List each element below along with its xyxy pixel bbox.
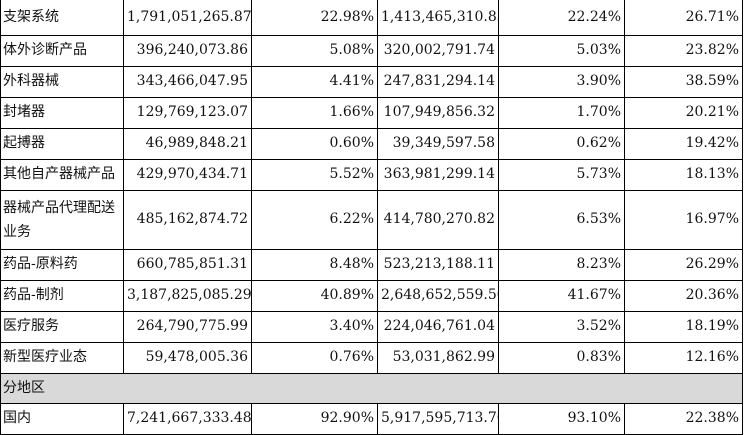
cost-cell: 320,002,791.74: [377, 34, 499, 67]
revenue-cell: 59,478,005.36: [123, 341, 252, 374]
cost-ratio-cell: 5.03%: [498, 34, 625, 67]
cost-ratio-cell: 22.24%: [498, 0, 625, 36]
product-name-cell: 新型医疗业态: [0, 341, 124, 374]
table-row: 药品-原料药 660,785,851.31 8.48% 523,213,188.…: [0, 248, 743, 281]
table-row: 国内 7,241,667,333.48 92.90% 5,917,595,713…: [0, 402, 743, 435]
table-row: 其他自产器械产品 429,970,434.71 5.52% 363,981,29…: [0, 158, 743, 191]
gross-margin-cell: 26.29%: [624, 248, 743, 281]
cost-cell: 5,917,595,713.70: [377, 402, 499, 435]
gross-margin-cell: 19.42%: [624, 127, 743, 160]
cost-cell: 224,046,761.04: [377, 310, 499, 343]
cost-ratio-cell: 8.23%: [498, 248, 625, 281]
gross-margin-cell: 16.97%: [624, 189, 743, 250]
cost-cell: 53,031,862.99: [377, 341, 499, 374]
revenue-ratio-cell: 92.90%: [251, 402, 378, 435]
product-name-cell: 起搏器: [0, 127, 124, 160]
revenue-cell: 129,769,123.07: [123, 96, 252, 129]
gross-margin-cell: 23.82%: [624, 34, 743, 67]
revenue-cell: 3,187,825,085.29: [123, 279, 252, 312]
revenue-ratio-cell: 8.48%: [251, 248, 378, 281]
table-row: 封堵器 129,769,123.07 1.66% 107,949,856.32 …: [0, 96, 743, 129]
section-header-row: 分地区: [0, 372, 743, 404]
product-name-cell: 器械产品代理配送业务: [0, 189, 124, 250]
table-row: 药品-制剂 3,187,825,085.29 40.89% 2,648,652,…: [0, 279, 743, 312]
product-name-cell: 体外诊断产品: [0, 34, 124, 67]
revenue-ratio-cell: 1.66%: [251, 96, 378, 129]
revenue-ratio-cell: 3.40%: [251, 310, 378, 343]
section-label: 分地区: [0, 372, 743, 404]
gross-margin-cell: 18.19%: [624, 310, 743, 343]
table-row: 支架系统 1,791,051,265.87 22.98% 1,413,465,3…: [0, 0, 743, 36]
table-row: 器械产品代理配送业务 485,162,874.72 6.22% 414,780,…: [0, 189, 743, 250]
product-name-cell: 支架系统: [0, 0, 124, 36]
cost-cell: 363,981,299.14: [377, 158, 499, 191]
revenue-ratio-cell: 22.98%: [251, 0, 378, 36]
revenue-ratio-cell: 5.52%: [251, 158, 378, 191]
table-row: 外科器械 343,466,047.95 4.41% 247,831,294.14…: [0, 65, 743, 98]
revenue-cell: 46,989,848.21: [123, 127, 252, 160]
cost-cell: 414,780,270.82: [377, 189, 499, 250]
cost-ratio-cell: 93.10%: [498, 402, 625, 435]
cost-ratio-cell: 0.62%: [498, 127, 625, 160]
product-name-cell: 封堵器: [0, 96, 124, 129]
cost-cell: 247,831,294.14: [377, 65, 499, 98]
table-row: 新型医疗业态 59,478,005.36 0.76% 53,031,862.99…: [0, 341, 743, 374]
cost-ratio-cell: 3.52%: [498, 310, 625, 343]
gross-margin-cell: 22.38%: [624, 402, 743, 435]
cost-cell: 107,949,856.32: [377, 96, 499, 129]
table-row: 起搏器 46,989,848.21 0.60% 39,349,597.58 0.…: [0, 127, 743, 160]
product-name-cell: 医疗服务: [0, 310, 124, 343]
cost-ratio-cell: 5.73%: [498, 158, 625, 191]
cost-ratio-cell: 3.90%: [498, 65, 625, 98]
table-row: 医疗服务 264,790,775.99 3.40% 224,046,761.04…: [0, 310, 743, 343]
product-name-cell: 外科器械: [0, 65, 124, 98]
gross-margin-cell: 12.16%: [624, 341, 743, 374]
revenue-ratio-cell: 0.76%: [251, 341, 378, 374]
revenue-cell: 1,791,051,265.87: [123, 0, 252, 36]
gross-margin-cell: 18.13%: [624, 158, 743, 191]
cost-cell: 39,349,597.58: [377, 127, 499, 160]
gross-margin-cell: 20.36%: [624, 279, 743, 312]
revenue-cell: 660,785,851.31: [123, 248, 252, 281]
revenue-ratio-cell: 6.22%: [251, 189, 378, 250]
revenue-cell: 264,790,775.99: [123, 310, 252, 343]
revenue-cell: 396,240,073.86: [123, 34, 252, 67]
product-name-cell: 药品-原料药: [0, 248, 124, 281]
revenue-cell: 7,241,667,333.48: [123, 402, 252, 435]
cost-cell: 523,213,188.11: [377, 248, 499, 281]
cost-cell: 1,413,465,310.83: [377, 0, 499, 36]
revenue-cell: 485,162,874.72: [123, 189, 252, 250]
gross-margin-cell: 38.59%: [624, 65, 743, 98]
revenue-ratio-cell: 40.89%: [251, 279, 378, 312]
cost-ratio-cell: 1.70%: [498, 96, 625, 129]
revenue-ratio-cell: 4.41%: [251, 65, 378, 98]
cost-ratio-cell: 0.83%: [498, 341, 625, 374]
cost-ratio-cell: 41.67%: [498, 279, 625, 312]
cost-cell: 2,648,652,559.50: [377, 279, 499, 312]
revenue-ratio-cell: 5.08%: [251, 34, 378, 67]
gross-margin-cell: 26.71%: [624, 0, 743, 36]
gross-margin-cell: 20.21%: [624, 96, 743, 129]
revenue-cell: 429,970,434.71: [123, 158, 252, 191]
product-name-cell: 其他自产器械产品: [0, 158, 124, 191]
revenue-cell: 343,466,047.95: [123, 65, 252, 98]
region-name-cell: 国内: [0, 402, 124, 435]
table-row: 体外诊断产品 396,240,073.86 5.08% 320,002,791.…: [0, 34, 743, 67]
cost-ratio-cell: 6.53%: [498, 189, 625, 250]
revenue-ratio-cell: 0.60%: [251, 127, 378, 160]
product-name-cell: 药品-制剂: [0, 279, 124, 312]
